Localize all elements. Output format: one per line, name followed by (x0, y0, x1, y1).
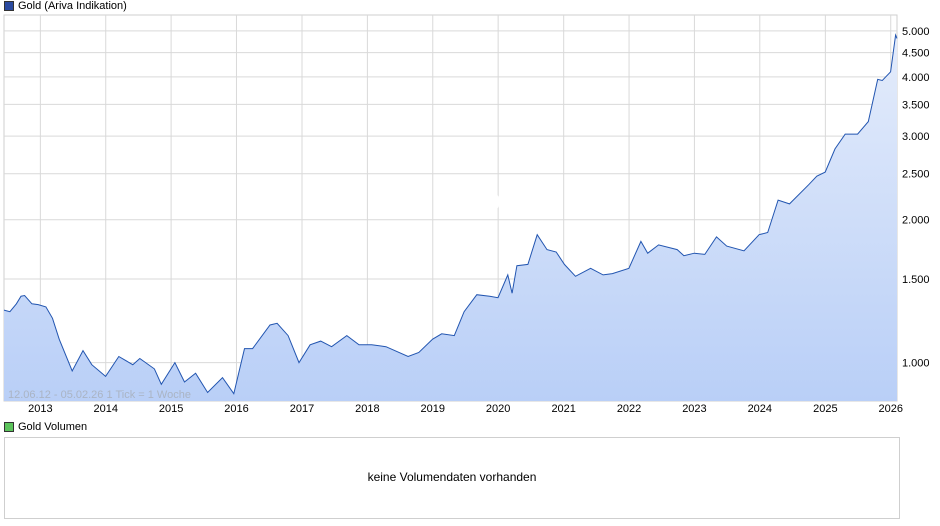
y-axis-labels: 1.000 1.500 2.000 2.500 3.000 3.500 4.000 4.500… (902, 26, 930, 370)
price-line (3, 33, 898, 395)
x-tick-label: 2015 (159, 403, 183, 415)
y-tick-label: 4.000 (902, 72, 930, 84)
y-tick-label: 5.000 (902, 26, 930, 38)
y-tick-label: 2.500 (902, 169, 930, 181)
price-legend: Gold (Ariva Indikation) (4, 0, 127, 12)
y-tick-label: 1.000 (902, 358, 930, 370)
x-tick-label: 2024 (748, 403, 772, 415)
x-tick-label: 2025 (813, 403, 837, 415)
x-tick-label: 2026 (878, 403, 902, 415)
x-tick-label: 2022 (617, 403, 641, 415)
y-tick-label: 3.000 (902, 131, 930, 143)
volume-panel: keine Volumendaten vorhanden (4, 437, 900, 519)
range-info: 12.06.12 - 05.02.26 1 Tick = 1 Woche (8, 389, 191, 401)
y-tick-label: 2.000 (902, 215, 930, 227)
volume-legend-label: Gold Volumen (18, 421, 88, 433)
price-chart: ARIVA.DE 1.000 1.500 2.000 2.500 3.000 3.500 4… (3, 14, 930, 415)
volume-legend: Gold Volumen (4, 421, 87, 433)
no-volume-message: keine Volumendaten vorhanden (367, 470, 537, 484)
y-tick-label: 4.500 (902, 48, 930, 60)
y-tick-label: 1.500 (902, 274, 930, 286)
volume-legend-swatch (4, 422, 14, 432)
price-legend-swatch (4, 1, 14, 11)
x-tick-label: 2016 (224, 403, 248, 415)
x-axis-labels: 2013 2014 2015 2016 2017 2018 2019 2020 2021 2022… (28, 403, 903, 415)
x-tick-label: 2021 (551, 403, 575, 415)
y-tick-label: 3.500 (902, 99, 930, 111)
price-legend-label: Gold (Ariva Indikation) (18, 0, 127, 12)
x-tick-label: 2013 (28, 403, 52, 415)
x-tick-label: 2018 (355, 403, 379, 415)
x-tick-label: 2023 (682, 403, 706, 415)
x-tick-label: 2019 (421, 403, 445, 415)
x-tick-label: 2017 (290, 403, 314, 415)
x-tick-label: 2014 (93, 403, 117, 415)
x-tick-label: 2020 (486, 403, 510, 415)
price-area (4, 35, 897, 401)
watermark: ARIVA.DE (378, 187, 521, 220)
